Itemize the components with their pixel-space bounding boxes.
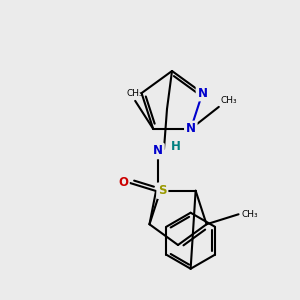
Text: CH₃: CH₃ [221,96,237,105]
Text: N: N [153,145,163,158]
Text: N: N [186,122,196,135]
Text: O: O [118,176,128,190]
Text: N: N [197,87,207,100]
Text: CH₃: CH₃ [242,210,258,219]
Text: CH₃: CH₃ [127,89,143,98]
Text: H: H [171,140,181,154]
Text: S: S [158,184,166,197]
